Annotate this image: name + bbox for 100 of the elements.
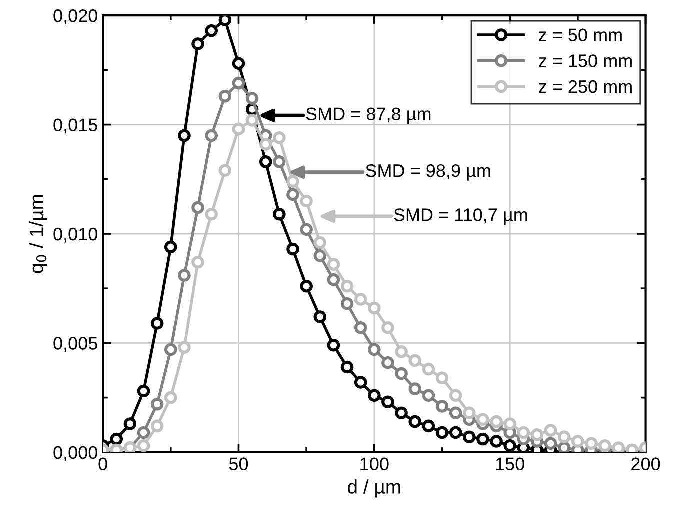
x-tick-label: 200 [632,458,660,471]
point [558,442,571,452]
point [463,406,476,420]
point [504,439,516,452]
x-tick-label: 50 [229,458,248,471]
point [354,322,368,334]
point [490,415,503,428]
point [164,391,178,404]
point [164,240,178,254]
point [544,437,558,450]
point [327,273,340,286]
point [422,389,436,402]
point [436,400,449,413]
point [395,346,408,358]
point [232,122,246,136]
point [382,356,394,370]
point [150,398,164,411]
point [408,354,422,368]
point [300,280,313,293]
y-tick-label: 0,010 [54,228,98,243]
point [124,418,137,430]
y-tick-label: 0,000 [54,446,98,462]
point [137,439,150,452]
point [354,376,368,389]
annotation: SMD = 87,8 µm [306,108,431,124]
point [246,114,259,127]
point [476,413,490,426]
point [164,343,178,356]
y-tick-label: 0,015 [54,118,98,134]
point [395,406,408,420]
point [314,236,327,250]
point [327,338,340,352]
point [218,90,232,103]
point [300,223,313,236]
point [314,249,327,262]
point [178,129,191,142]
point [340,280,354,293]
point [273,132,286,144]
point [286,188,300,202]
point [286,242,300,256]
point [382,396,394,409]
point [408,415,422,428]
point [137,384,150,398]
point [463,430,476,444]
y-tick-label: 0,020 [54,10,98,24]
point [246,92,259,105]
point [232,57,246,70]
point [354,293,368,306]
x-axis-title: d / µm [348,480,400,498]
point [449,406,462,420]
point [205,208,218,221]
point [490,435,503,448]
point [178,269,191,282]
annotation: SMD = 110,7 µm [394,208,528,225]
x-tick-label: 100 [360,458,389,471]
point [449,426,462,440]
point [218,16,232,26]
point [449,389,462,402]
point [218,164,232,178]
point [530,428,544,442]
point [137,426,150,440]
point [232,76,246,90]
point [408,382,422,396]
legend-label: z = 50 mm [539,28,622,42]
legend-label: z = 250 mm [539,80,632,94]
point [340,360,354,374]
point [178,341,191,354]
point [259,138,272,151]
point [286,175,300,188]
point [544,424,558,437]
point [314,310,327,324]
point [205,24,218,38]
point [110,432,124,446]
point [205,129,218,142]
x-tick-label: 150 [496,458,524,471]
x-tick-label: 0 [98,458,108,471]
point [422,420,436,433]
point [395,367,408,380]
point [585,437,598,450]
point [327,258,340,271]
point [340,297,354,310]
point [150,317,164,330]
point [259,156,272,168]
point [517,426,530,440]
legend-label: z = 150 mm [539,54,632,68]
point [273,156,286,168]
point [192,201,204,214]
y-tick-label: 0,005 [54,337,98,352]
point [382,322,394,334]
point [572,435,584,448]
point [504,418,516,430]
y-axis-title: q$_{0}$ / 1/µm [29,195,48,274]
point [300,194,313,208]
annotation: SMD = 98,9 µm [366,164,490,181]
point [192,38,204,50]
point [150,420,164,433]
point [422,363,436,376]
point [368,302,381,315]
point [368,389,381,402]
point [436,372,449,385]
